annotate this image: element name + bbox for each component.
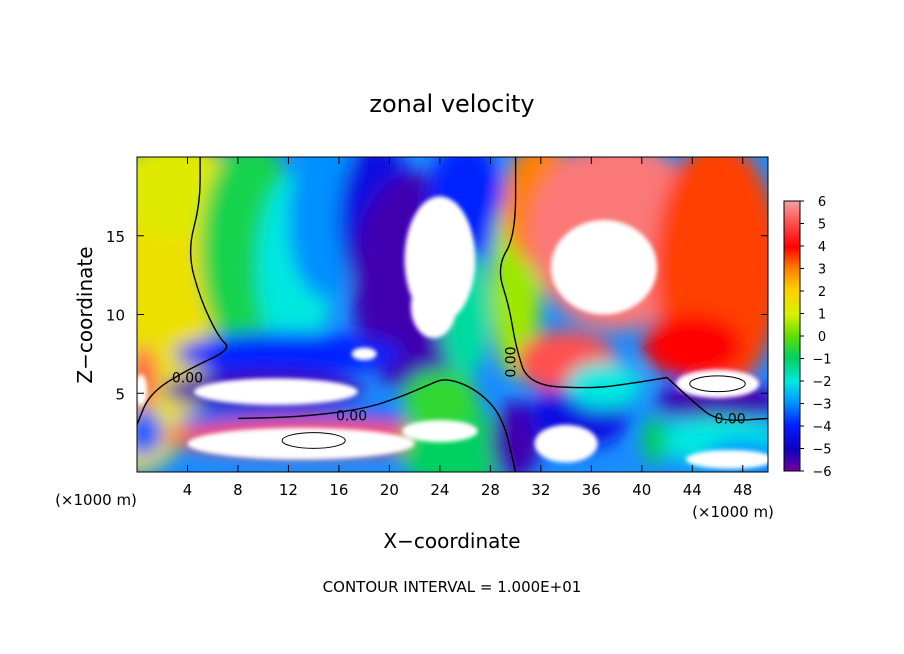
masked-region xyxy=(675,369,760,398)
x-axis-ticks: 4 8 12 16 20 24 28 32 36 40 44 48 xyxy=(183,157,752,499)
inner-contour-line xyxy=(281,432,346,449)
contour-lines xyxy=(137,157,768,472)
x-tick-label: 40 xyxy=(632,481,651,499)
masked-region xyxy=(187,427,415,460)
x-tick-label: 8 xyxy=(233,481,243,499)
x-unit-left: (×1000 m) xyxy=(55,491,137,509)
colorbar-tick-label: −6 xyxy=(812,465,831,480)
colorbar-tick-label: 4 xyxy=(818,240,826,255)
y-tick-label: 5 xyxy=(115,385,125,403)
field-region xyxy=(137,409,163,457)
field-region xyxy=(641,314,743,378)
colorbar-gradient xyxy=(783,200,801,472)
colorbar-tick-label: 1 xyxy=(818,308,826,323)
field-region xyxy=(566,361,642,409)
colorbar-tick-label: −1 xyxy=(812,353,831,368)
masked-region xyxy=(137,374,148,406)
x-unit-right: (×1000 m) xyxy=(692,503,774,521)
colorbar-ticks: 6 5 4 3 2 1 0 −1 −2 −3 −4 −5 −6 xyxy=(800,195,832,480)
plot-area xyxy=(137,157,768,472)
field-region xyxy=(490,401,541,472)
x-tick-label: 36 xyxy=(582,481,601,499)
x-tick-label: 16 xyxy=(329,481,348,499)
field-region xyxy=(641,416,668,465)
masked-region xyxy=(685,449,768,469)
y-axis-label: Z−coordinate xyxy=(73,246,97,383)
x-tick-label: 32 xyxy=(531,481,550,499)
masked-region xyxy=(410,275,457,339)
contour-label: 0.00 xyxy=(504,346,520,377)
masked-region xyxy=(550,220,657,315)
x-axis-label: X−coordinate xyxy=(383,529,520,553)
y-tick-label: 15 xyxy=(106,228,125,246)
zero-contour-line xyxy=(237,379,517,472)
x-tick-label: 12 xyxy=(279,481,298,499)
zero-contour-line xyxy=(499,157,668,389)
colorbar-tick-label: −4 xyxy=(812,420,831,435)
x-tick-label: 20 xyxy=(380,481,399,499)
contour-label: 0.00 xyxy=(715,411,746,427)
field-region xyxy=(402,369,478,433)
colorbar-tick-label: −2 xyxy=(812,375,831,390)
x-tick-label: 24 xyxy=(430,481,449,499)
colorbar-tick-label: 2 xyxy=(818,285,826,300)
contour-interval-note: CONTOUR INTERVAL = 1.000E+01 xyxy=(323,578,582,596)
inner-contour-line xyxy=(689,375,746,393)
zero-contour-line xyxy=(666,376,768,421)
x-tick-label: 4 xyxy=(183,481,193,499)
y-tick-label: 10 xyxy=(106,307,125,325)
masked-regions xyxy=(137,196,768,469)
masked-region xyxy=(351,347,377,361)
masked-region xyxy=(193,378,358,406)
x-tick-label: 28 xyxy=(481,481,500,499)
colorbar-tick-label: −5 xyxy=(812,443,831,458)
x-tick-label: 44 xyxy=(683,481,702,499)
colorbar-tick-label: 3 xyxy=(818,263,826,278)
colorbar-tick-label: 5 xyxy=(818,218,826,233)
chart-title: zonal velocity xyxy=(369,90,534,118)
zero-contour-line xyxy=(137,157,228,426)
colorbar-tick-label: 0 xyxy=(818,330,826,345)
colorbar: 6 5 4 3 2 1 0 −1 −2 −3 −4 −5 −6 xyxy=(783,195,832,480)
field-region xyxy=(174,331,403,376)
y-axis-ticks: 5 10 15 xyxy=(106,228,768,403)
x-tick-label: 48 xyxy=(733,481,752,499)
masked-region xyxy=(534,424,598,463)
masked-region xyxy=(402,420,478,443)
colorbar-tick-label: 6 xyxy=(818,195,826,210)
contour-label: 0.00 xyxy=(172,371,203,387)
contour-label: 0.00 xyxy=(336,408,367,424)
contour-labels: 0.00 0.00 0.00 0.00 xyxy=(172,346,746,427)
colorbar-tick-label: −3 xyxy=(812,398,831,413)
